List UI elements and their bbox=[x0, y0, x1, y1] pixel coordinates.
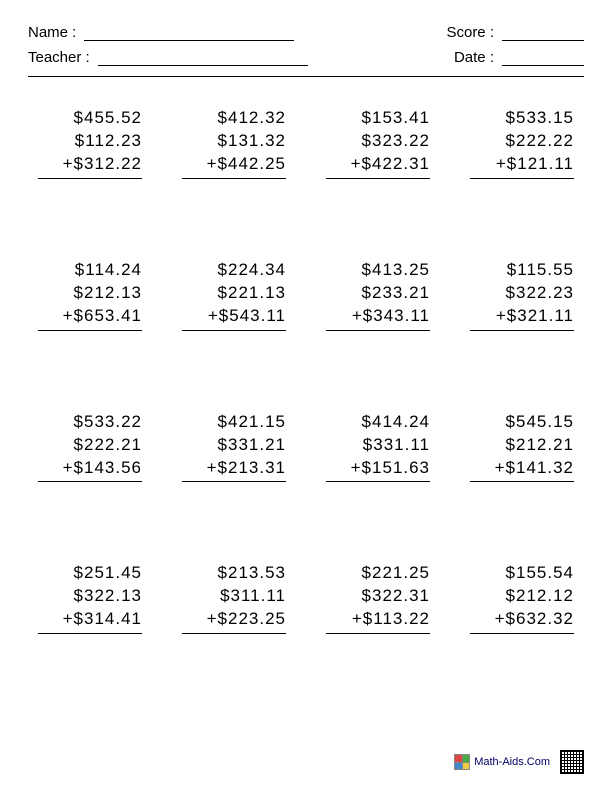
addend: $112.23 bbox=[38, 130, 142, 153]
addend-last: +$213.31 bbox=[182, 457, 286, 483]
addition-problem: $153.41$323.22+$422.31 bbox=[326, 107, 430, 179]
addend: $311.11 bbox=[182, 585, 286, 608]
date-field: Date : bbox=[454, 49, 584, 66]
date-label: Date : bbox=[454, 49, 494, 66]
teacher-field: Teacher : bbox=[28, 49, 308, 66]
addend-last: +$321.11 bbox=[470, 305, 574, 331]
addition-problem: $455.52$112.23+$312.22 bbox=[38, 107, 142, 179]
teacher-blank-line bbox=[98, 65, 308, 66]
addend: $322.31 bbox=[326, 585, 430, 608]
qr-code-icon bbox=[560, 750, 584, 774]
addend: $455.52 bbox=[38, 107, 142, 130]
score-label: Score : bbox=[446, 24, 494, 41]
addition-problem: $533.22$222.21+$143.56 bbox=[38, 411, 142, 483]
header-divider bbox=[28, 76, 584, 77]
name-field: Name : bbox=[28, 24, 294, 41]
addition-problem: $213.53$311.11+$223.25 bbox=[182, 562, 286, 634]
addend: $533.22 bbox=[38, 411, 142, 434]
addition-problem: $155.54$212.12+$632.32 bbox=[470, 562, 574, 634]
footer-site-label: Math-Aids.Com bbox=[474, 756, 550, 768]
worksheet-header: Name : Score : Teacher : Date : bbox=[28, 24, 584, 66]
addend-last: +$113.22 bbox=[326, 608, 430, 634]
addend-last: +$653.41 bbox=[38, 305, 142, 331]
addend-last: +$141.32 bbox=[470, 457, 574, 483]
addend: $421.15 bbox=[182, 411, 286, 434]
addition-problem: $414.24$331.11+$151.63 bbox=[326, 411, 430, 483]
score-blank-line bbox=[502, 40, 584, 41]
addend-last: +$312.22 bbox=[38, 153, 142, 179]
addend: $153.41 bbox=[326, 107, 430, 130]
addend-last: +$314.41 bbox=[38, 608, 142, 634]
addition-problem: $114.24$212.13+$653.41 bbox=[38, 259, 142, 331]
addition-problem: $533.15$222.22+$121.11 bbox=[470, 107, 574, 179]
addend: $131.32 bbox=[182, 130, 286, 153]
addend: $224.34 bbox=[182, 259, 286, 282]
addend-last: +$442.25 bbox=[182, 153, 286, 179]
addend-last: +$543.11 bbox=[182, 305, 286, 331]
addend: $412.32 bbox=[182, 107, 286, 130]
addend: $222.22 bbox=[470, 130, 574, 153]
problems-grid: $455.52$112.23+$312.22 $412.32$131.32+$44… bbox=[28, 107, 584, 634]
header-row-2: Teacher : Date : bbox=[28, 49, 584, 66]
addend: $251.45 bbox=[38, 562, 142, 585]
addend: $212.21 bbox=[470, 434, 574, 457]
footer: Math-Aids.Com bbox=[454, 750, 584, 774]
addend: $233.21 bbox=[326, 282, 430, 305]
addend: $222.21 bbox=[38, 434, 142, 457]
addend: $413.25 bbox=[326, 259, 430, 282]
date-blank-line bbox=[502, 65, 584, 66]
name-label: Name : bbox=[28, 24, 76, 41]
addend: $221.25 bbox=[326, 562, 430, 585]
addend: $533.15 bbox=[470, 107, 574, 130]
addition-problem: $221.25$322.31+$113.22 bbox=[326, 562, 430, 634]
addend: $331.11 bbox=[326, 434, 430, 457]
addend: $414.24 bbox=[326, 411, 430, 434]
addend: $155.54 bbox=[470, 562, 574, 585]
addend: $114.24 bbox=[38, 259, 142, 282]
addend-last: +$632.32 bbox=[470, 608, 574, 634]
addend-last: +$223.25 bbox=[182, 608, 286, 634]
addend-last: +$343.11 bbox=[326, 305, 430, 331]
addend: $213.53 bbox=[182, 562, 286, 585]
teacher-label: Teacher : bbox=[28, 49, 90, 66]
header-row-1: Name : Score : bbox=[28, 24, 584, 41]
addition-problem: $251.45$322.13+$314.41 bbox=[38, 562, 142, 634]
addend-last: +$143.56 bbox=[38, 457, 142, 483]
addend: $323.22 bbox=[326, 130, 430, 153]
addition-problem: $413.25$233.21+$343.11 bbox=[326, 259, 430, 331]
addend-last: +$121.11 bbox=[470, 153, 574, 179]
math-aids-icon bbox=[454, 754, 470, 770]
addend: $221.13 bbox=[182, 282, 286, 305]
addition-problem: $412.32$131.32+$442.25 bbox=[182, 107, 286, 179]
addend: $545.15 bbox=[470, 411, 574, 434]
addition-problem: $545.15$212.21+$141.32 bbox=[470, 411, 574, 483]
addend: $322.23 bbox=[470, 282, 574, 305]
score-field: Score : bbox=[446, 24, 584, 41]
addend: $115.55 bbox=[470, 259, 574, 282]
addition-problem: $115.55$322.23+$321.11 bbox=[470, 259, 574, 331]
addend: $212.12 bbox=[470, 585, 574, 608]
addend-last: +$422.31 bbox=[326, 153, 430, 179]
addend: $331.21 bbox=[182, 434, 286, 457]
addition-problem: $421.15$331.21+$213.31 bbox=[182, 411, 286, 483]
addend: $212.13 bbox=[38, 282, 142, 305]
addition-problem: $224.34$221.13+$543.11 bbox=[182, 259, 286, 331]
addend-last: +$151.63 bbox=[326, 457, 430, 483]
addend: $322.13 bbox=[38, 585, 142, 608]
name-blank-line bbox=[84, 40, 294, 41]
